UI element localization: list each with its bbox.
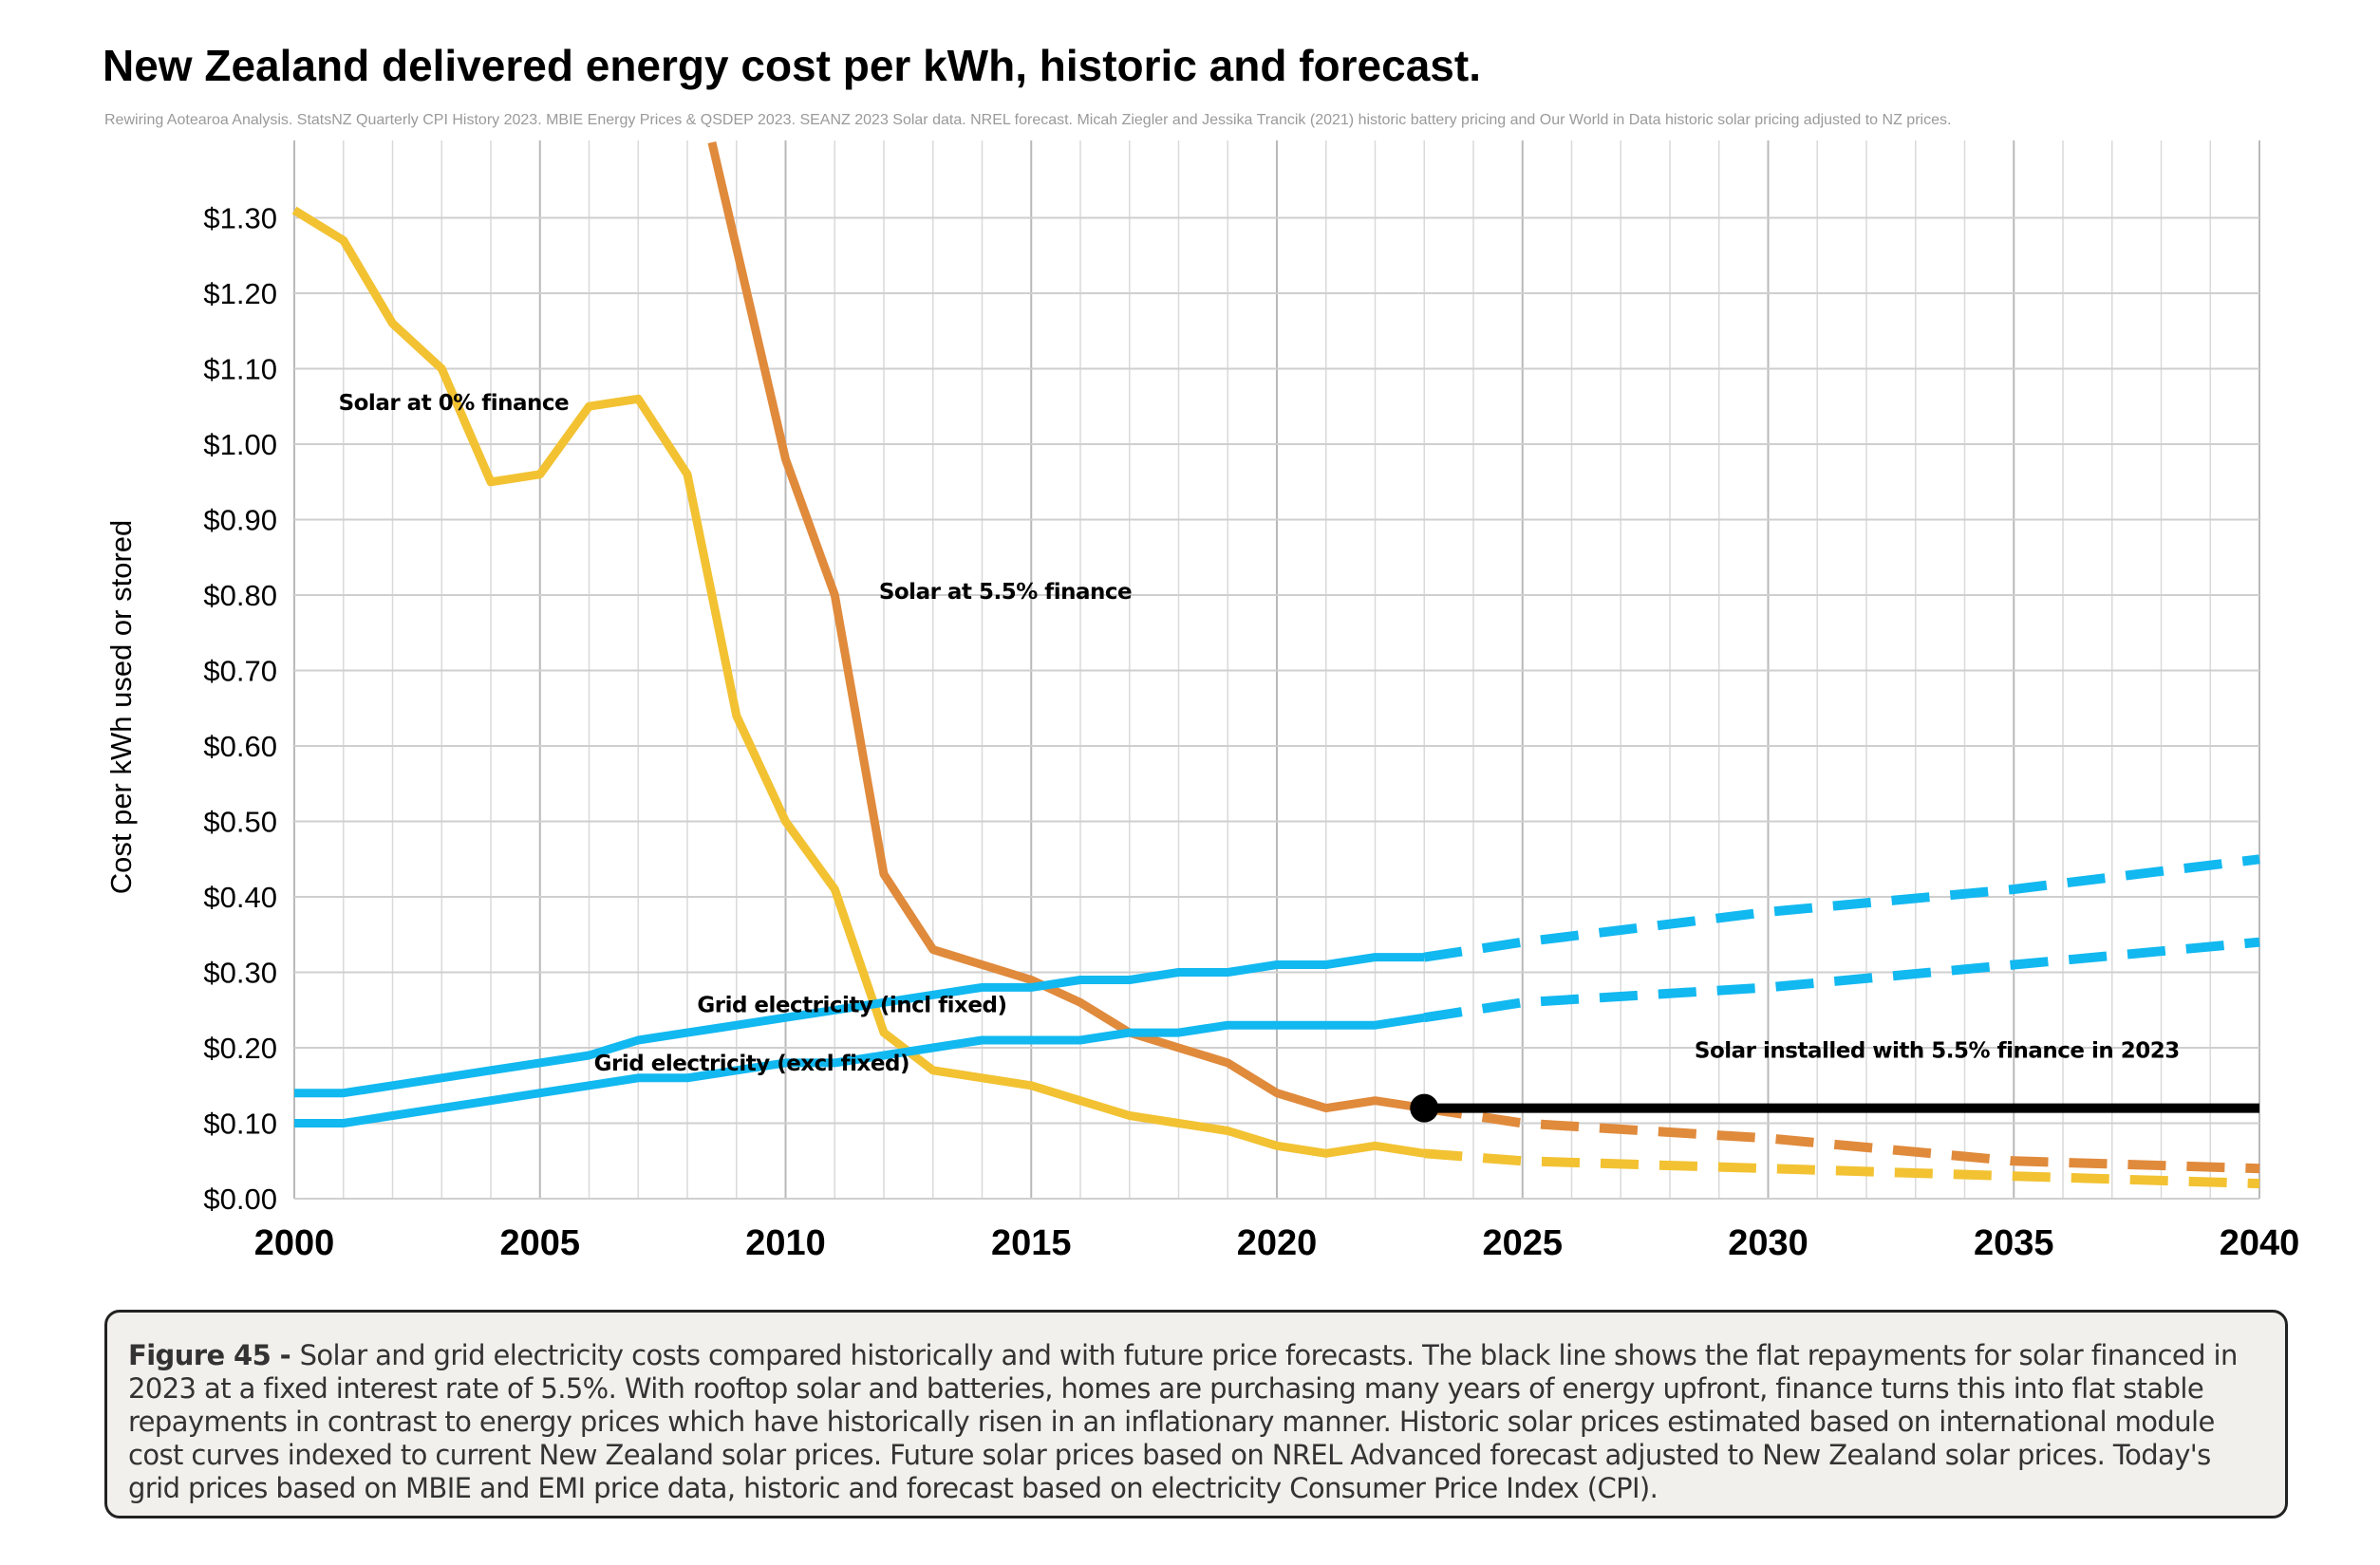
x-tick-label: 2015 (991, 1223, 1072, 1263)
solar-installed-with-5-5-finance-in-2023-start-marker (1410, 1093, 1439, 1123)
caption-text: Figure 45 - Solar and grid electricity c… (128, 1339, 2262, 1505)
series-annotation: Grid electricity (excl fixed) (594, 1052, 909, 1076)
x-tick-label: 2040 (2220, 1223, 2300, 1263)
x-axis-tick-labels: 2000 2005 2010 2015 2020 2025 2030 2035 2040 (254, 1223, 2300, 1263)
gridlines (293, 140, 2260, 1200)
x-tick-label: 2035 (1974, 1223, 2054, 1263)
grid-electricity-incl-fixed-forecast-line (1423, 854, 2260, 962)
series-annotation: Solar at 5.5% finance (879, 580, 1132, 605)
figure-caption: Figure 45 - Solar and grid electricity c… (104, 1310, 2288, 1518)
caption-body: Solar and grid electricity costs compare… (128, 1339, 2238, 1504)
grid-electricity-excl-fixed-forecast-line (1423, 937, 2260, 1023)
series-annotation: Grid electricity (incl fixed) (697, 994, 1006, 1018)
series-annotations: Solar at 0% finance Solar at 5.5% finance… (339, 391, 2181, 1076)
x-tick-label: 2020 (1237, 1223, 1318, 1263)
chart-source-note: Rewiring Aotearoa Analysis. StatsNZ Quar… (104, 112, 1952, 128)
solar-at-0-finance-forecast-line (1423, 1148, 2260, 1189)
series-lines (291, 140, 2260, 1189)
x-tick-label: 2005 (499, 1223, 580, 1263)
solar-at-5-5-finance-historic-line (707, 140, 1425, 1113)
caption-label: Figure 45 - (128, 1339, 300, 1371)
x-tick-label: 2025 (1482, 1223, 1563, 1263)
y-tick-label: $0.40 (203, 881, 277, 914)
y-tick-label: $0.00 (203, 1183, 277, 1216)
solar-at-5-5-finance-forecast-line (1423, 1103, 2260, 1174)
y-tick-label: $0.90 (203, 504, 277, 537)
grid-electricity-incl-fixed-historic-line (294, 953, 1425, 1098)
x-tick-label: 2010 (745, 1223, 826, 1263)
y-tick-label: $1.00 (203, 428, 277, 461)
grid-electricity-excl-fixed-historic-line (294, 1013, 1425, 1127)
y-tick-label: $0.80 (203, 579, 277, 612)
y-tick-label: $0.50 (203, 806, 277, 839)
chart-title: New Zealand delivered energy cost per kW… (103, 41, 1481, 90)
y-tick-label: $0.30 (203, 957, 277, 990)
x-tick-label: 2030 (1728, 1223, 1808, 1263)
y-tick-label: $1.10 (203, 353, 277, 386)
solar-at-0-finance-historic-line (291, 206, 1425, 1158)
y-axis-label: Cost per kWh used or stored (104, 520, 138, 895)
y-tick-label: $0.60 (203, 730, 277, 763)
y-tick-label: $1.30 (203, 202, 277, 235)
series-annotation: Solar installed with 5.5% finance in 202… (1695, 1038, 2180, 1063)
y-tick-label: $1.20 (203, 277, 277, 310)
x-tick-label: 2000 (254, 1223, 335, 1263)
series-annotation: Solar at 0% finance (339, 391, 570, 416)
y-tick-label: $0.10 (203, 1108, 277, 1141)
y-tick-label: $0.20 (203, 1032, 277, 1065)
line-chart: $0.00 $0.10 $0.20 $0.30 $0.40 $0.50 $0.60 $0.70… (104, 140, 2300, 1263)
y-tick-label: $0.70 (203, 655, 277, 688)
y-axis-tick-labels: $0.00 $0.10 $0.20 $0.30 $0.40 $0.50 $0.60 $0.70… (203, 202, 277, 1217)
